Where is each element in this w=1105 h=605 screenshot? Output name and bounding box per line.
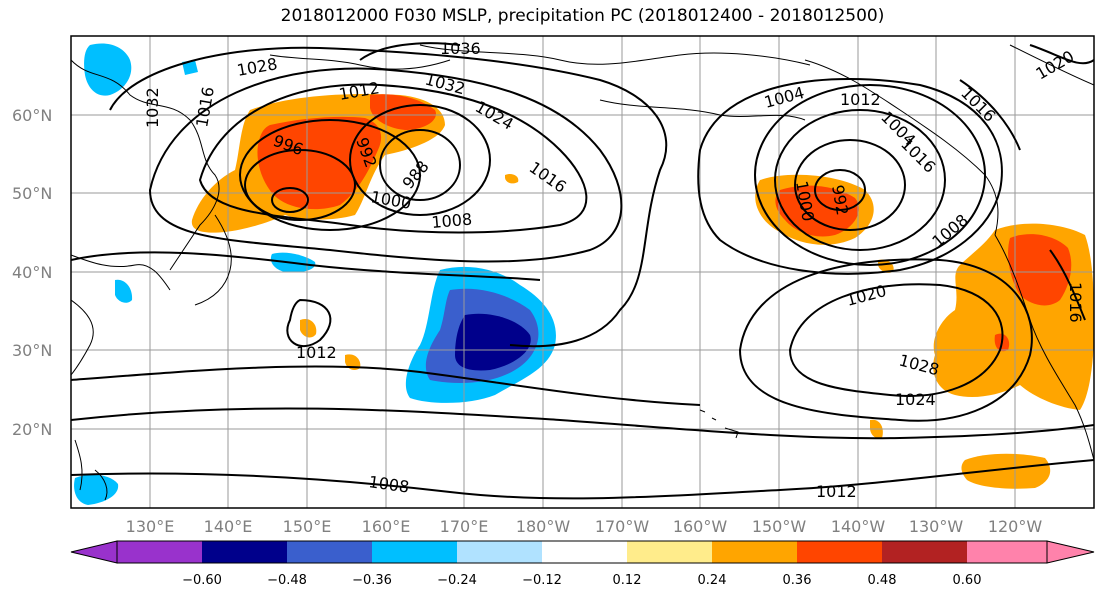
- longitude-labels: 130°E 140°E 150°E 160°E 170°E 180°W 170°…: [126, 517, 1043, 536]
- isobar-label: 1016: [1066, 282, 1085, 323]
- colorbar-outline: [116, 540, 1048, 564]
- lat-label: 60°N: [12, 106, 52, 125]
- isobar-label: 1012: [816, 482, 857, 501]
- colorbar-extend-min: [70, 540, 118, 564]
- lat-label: 20°N: [12, 420, 52, 439]
- colorbar-tick-label: 0.60: [953, 573, 982, 588]
- colorbar-bin: [457, 541, 542, 563]
- colorbar-bin: [627, 541, 712, 563]
- colorbar-extend-max: [1046, 540, 1095, 564]
- precip-negative-shading: [74, 43, 556, 505]
- lon-label: 140°W: [831, 517, 886, 536]
- lon-label: 140°E: [204, 517, 253, 536]
- colorbar-bin: [967, 541, 1047, 563]
- isobar-label: 1024: [895, 390, 936, 409]
- lon-label: 160°W: [673, 517, 728, 536]
- isobar-label: 1008: [431, 210, 473, 232]
- lon-label: 170°W: [595, 517, 650, 536]
- lon-label: 150°E: [283, 517, 332, 536]
- isobars: [71, 42, 1094, 500]
- lon-label: 170°E: [440, 517, 489, 536]
- colorbar-bin: [882, 541, 967, 563]
- colorbar-bin: [202, 541, 287, 563]
- coastlines: [71, 44, 1094, 501]
- colorbar: −0.60 −0.48 −0.36 −0.24 −0.12 0.12 0.24 …: [70, 540, 1095, 588]
- isobar-label: 1012: [296, 343, 337, 362]
- colorbar-tick-label: −0.60: [182, 573, 222, 588]
- lon-label: 130°E: [126, 517, 175, 536]
- map-frame: [70, 35, 1095, 509]
- colorbar-tick-label: −0.36: [352, 573, 392, 588]
- colorbar-tick-label: 0.48: [868, 573, 897, 588]
- colorbar-tick-label: 0.36: [783, 573, 812, 588]
- lon-label: 120°W: [988, 517, 1043, 536]
- lon-label: 160°E: [362, 517, 411, 536]
- colorbar-bin: [542, 541, 627, 563]
- colorbar-bin: [287, 541, 372, 563]
- lon-label: 130°W: [909, 517, 964, 536]
- isobar-label: 1036: [440, 39, 481, 58]
- colorbar-bin: [372, 541, 457, 563]
- lat-label: 30°N: [12, 341, 52, 360]
- lon-label: 180°W: [516, 517, 571, 536]
- colorbar-tick-label: −0.48: [267, 573, 307, 588]
- map-title: 2018012000 F030 MSLP, precipitation PC (…: [280, 6, 885, 26]
- colorbar-tick-label: −0.12: [522, 573, 562, 588]
- latitude-labels: 60°N 50°N 40°N 30°N 20°N: [12, 106, 52, 439]
- colorbar-tick-label: 0.12: [613, 573, 642, 588]
- colorbar-bin: [117, 541, 202, 563]
- precip-positive-shading: [191, 93, 1094, 489]
- isobar-label: 1012: [840, 90, 881, 109]
- colorbar-tick-label: 0.24: [698, 573, 727, 588]
- colorbar-tick-label: −0.24: [437, 573, 477, 588]
- map-content: 1036 1032 1032 1028 1024 1016 1012 1012 …: [71, 36, 1094, 508]
- lat-label: 40°N: [12, 263, 52, 282]
- colorbar-bin: [712, 541, 797, 563]
- isobar-label: 1032: [143, 87, 162, 128]
- colorbar-bin: [797, 541, 882, 563]
- lat-label: 50°N: [12, 184, 52, 203]
- lon-label: 150°W: [752, 517, 807, 536]
